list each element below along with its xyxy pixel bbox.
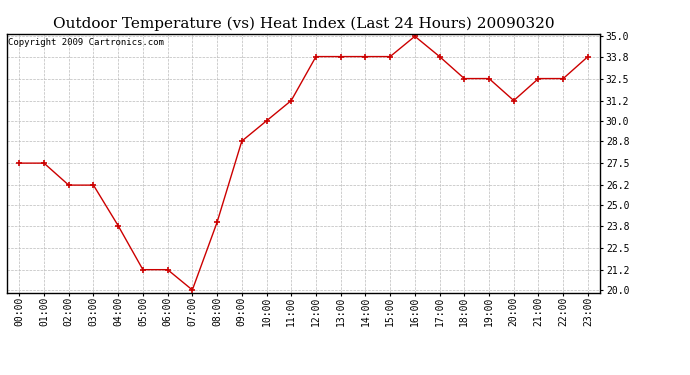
Text: Copyright 2009 Cartronics.com: Copyright 2009 Cartronics.com <box>8 38 164 46</box>
Title: Outdoor Temperature (vs) Heat Index (Last 24 Hours) 20090320: Outdoor Temperature (vs) Heat Index (Las… <box>53 17 554 31</box>
